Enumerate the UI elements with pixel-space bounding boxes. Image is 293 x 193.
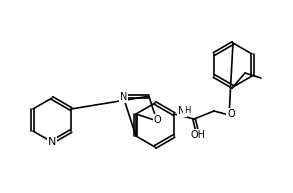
Text: N: N	[120, 92, 127, 102]
Text: N: N	[178, 107, 186, 117]
Text: O: O	[154, 115, 161, 125]
Text: N: N	[48, 137, 56, 147]
Text: O: O	[227, 109, 235, 119]
Text: H: H	[184, 106, 190, 115]
Text: OH: OH	[190, 130, 206, 140]
